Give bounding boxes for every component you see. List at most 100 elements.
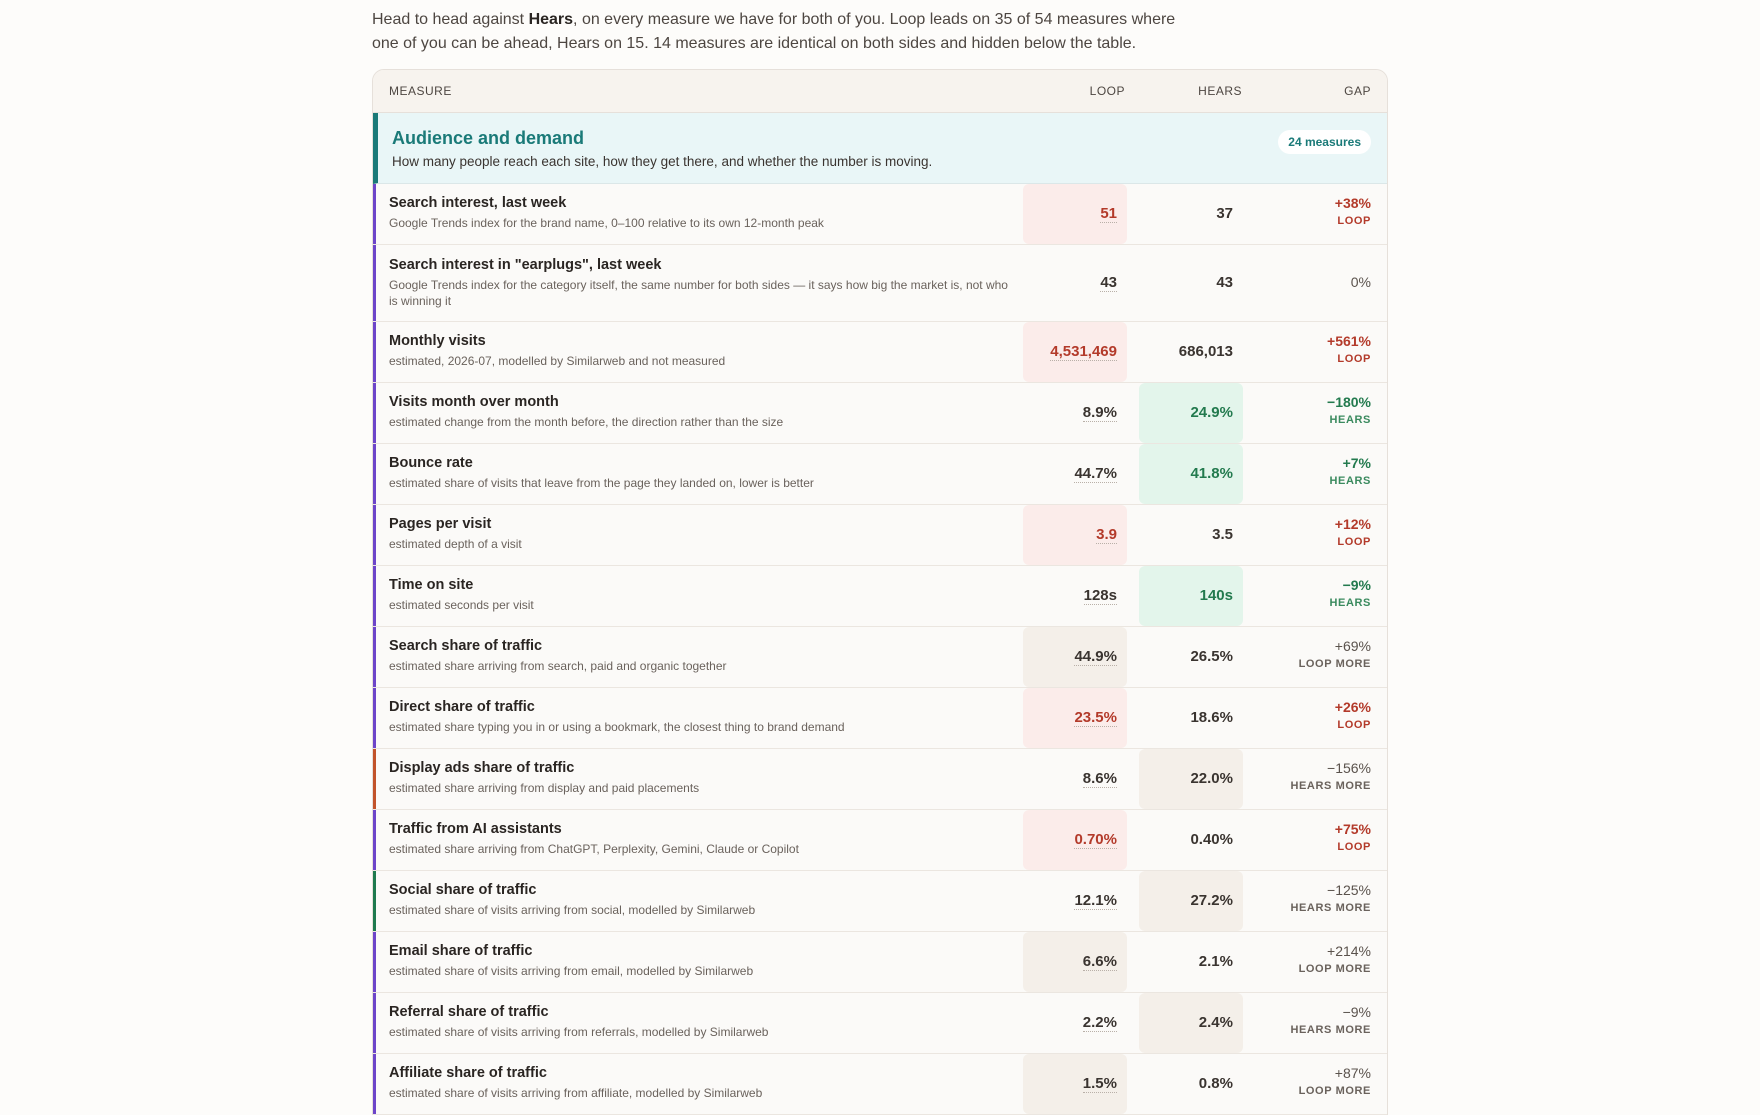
measure-description: estimated share arriving from ChatGPT, P…: [389, 842, 799, 856]
header-measure[interactable]: MEASURE: [389, 84, 452, 98]
measure-description: estimated share typing you in or using a…: [389, 720, 845, 734]
loop-value: 44.9%: [1074, 648, 1117, 666]
gap-leader-label: HEARS: [1329, 475, 1371, 487]
intro-post: , on every measure we have for both of y…: [372, 11, 1176, 52]
loop-value: 23.5%: [1074, 709, 1117, 727]
table-row[interactable]: Social share of traffic estimated share o…: [373, 871, 1387, 932]
table-row[interactable]: Referral share of traffic estimated share…: [373, 993, 1387, 1054]
loop-value: 8.6%: [1082, 770, 1117, 788]
gap-leader-label: LOOP MORE: [1298, 1085, 1371, 1097]
table-header: MEASURE LOOP HEARS GAP: [373, 70, 1387, 113]
group-description: How many people reach each site, how the…: [392, 154, 933, 169]
table-row[interactable]: Direct share of traffic estimated share t…: [373, 688, 1387, 749]
competitor-name: Hears: [528, 11, 574, 28]
measure-label: Search share of traffic: [389, 638, 543, 654]
gap-leader-label: HEARS MORE: [1290, 780, 1371, 792]
loop-value-cell: 4,531,469: [1023, 322, 1127, 382]
hears-value-cell: 0.40%: [1139, 810, 1243, 870]
hears-value: 24.9%: [1190, 404, 1233, 421]
loop-value: 2.2%: [1082, 1014, 1117, 1032]
hears-value-cell: 43: [1139, 245, 1243, 321]
loop-value: 1.5%: [1082, 1075, 1117, 1093]
row-indicator-bar: [373, 505, 376, 565]
measure-description: estimated depth of a visit: [389, 537, 522, 551]
row-indicator-bar: [373, 932, 376, 992]
header-hears[interactable]: HEARS: [1198, 84, 1242, 98]
row-indicator-bar: [373, 688, 376, 748]
measure-description: estimated share arriving from display an…: [389, 781, 700, 795]
row-indicator-bar: [373, 184, 376, 244]
hears-value-cell: 140s: [1139, 566, 1243, 626]
row-indicator-bar: [373, 749, 376, 809]
loop-value: 4,531,469: [1050, 343, 1117, 361]
gap-value: +75%: [1334, 821, 1371, 837]
hears-value: 27.2%: [1190, 892, 1233, 909]
row-indicator-bar: [373, 444, 376, 504]
hears-value: 22.0%: [1190, 770, 1233, 787]
table-row[interactable]: Visits month over month estimated change …: [373, 383, 1387, 444]
gap-value: +561%: [1327, 333, 1371, 349]
measure-label: Referral share of traffic: [389, 1004, 549, 1020]
gap-value: −156%: [1327, 760, 1371, 776]
loop-value: 43: [1100, 274, 1117, 292]
measure-label: Affiliate share of traffic: [389, 1065, 547, 1081]
loop-value: 128s: [1083, 587, 1117, 605]
table-row[interactable]: Display ads share of traffic estimated sh…: [373, 749, 1387, 810]
hears-value-cell: 27.2%: [1139, 871, 1243, 931]
loop-value-cell: 8.9%: [1023, 383, 1127, 443]
header-gap[interactable]: GAP: [1344, 84, 1371, 98]
row-indicator-bar: [373, 245, 376, 321]
hears-value-cell: 2.1%: [1139, 932, 1243, 992]
gap-leader-label: HEARS MORE: [1290, 902, 1371, 914]
loop-value: 44.7%: [1074, 465, 1117, 483]
comparison-table: MEASURE LOOP HEARS GAP Audience and dema…: [372, 69, 1388, 1115]
hears-value-cell: 41.8%: [1139, 444, 1243, 504]
header-loop[interactable]: LOOP: [1089, 84, 1125, 98]
row-indicator-bar: [373, 993, 376, 1053]
table-row[interactable]: Pages per visit estimated depth of a visi…: [373, 505, 1387, 566]
table-row[interactable]: Monthly visits estimated, 2026-07, modell…: [373, 322, 1387, 383]
loop-value-cell: 0.70%: [1023, 810, 1127, 870]
hears-value-cell: 24.9%: [1139, 383, 1243, 443]
gap-value: +214%: [1327, 943, 1371, 959]
measure-label: Traffic from AI assistants: [389, 821, 562, 837]
table-row[interactable]: Search share of traffic estimated share a…: [373, 627, 1387, 688]
loop-value: 12.1%: [1074, 892, 1117, 910]
measure-description: estimated share of visits arriving from …: [389, 964, 754, 978]
table-row[interactable]: Email share of traffic estimated share of…: [373, 932, 1387, 993]
hears-value: 140s: [1199, 587, 1233, 604]
group-count-badge: 24 measures: [1278, 130, 1371, 154]
gap-value: −180%: [1327, 394, 1371, 410]
row-indicator-bar: [373, 322, 376, 382]
group-audience-and-demand[interactable]: Audience and demand How many people reac…: [373, 113, 1387, 184]
group-title: Audience and demand: [392, 128, 585, 148]
hears-value: 43: [1216, 274, 1233, 291]
gap-value: +69%: [1334, 638, 1371, 654]
loop-value: 8.9%: [1082, 404, 1117, 422]
loop-value-cell: 3.9: [1023, 505, 1127, 565]
row-indicator-bar: [373, 627, 376, 687]
loop-value-cell: 44.9%: [1023, 627, 1127, 687]
measure-description: estimated share of visits arriving from …: [389, 1025, 769, 1039]
hears-value: 2.1%: [1198, 953, 1233, 970]
measure-description: Google Trends index for the brand name, …: [389, 216, 824, 230]
row-indicator-bar: [373, 810, 376, 870]
measure-label: Display ads share of traffic: [389, 760, 575, 776]
gap-leader-label: LOOP: [1337, 719, 1371, 731]
table-row[interactable]: Traffic from AI assistants estimated shar…: [373, 810, 1387, 871]
table-row[interactable]: Time on site estimated seconds per visit 1…: [373, 566, 1387, 627]
table-body: Search interest, last week Google Trends …: [373, 184, 1387, 1115]
hears-value-cell: 22.0%: [1139, 749, 1243, 809]
gap-value: +7%: [1342, 455, 1371, 471]
gap-leader-label: HEARS MORE: [1290, 1024, 1371, 1036]
measure-label: Social share of traffic: [389, 882, 537, 898]
gap-value: +87%: [1334, 1065, 1371, 1081]
table-row[interactable]: Search interest, last week Google Trends …: [373, 184, 1387, 245]
table-row[interactable]: Affiliate share of traffic estimated shar…: [373, 1054, 1387, 1115]
table-row[interactable]: Search interest in "earplugs", last week…: [373, 245, 1387, 322]
hears-value-cell: 3.5: [1139, 505, 1243, 565]
loop-value-cell: 128s: [1023, 566, 1127, 626]
gap-value: −9%: [1342, 577, 1371, 593]
table-row[interactable]: Bounce rate estimated share of visits tha…: [373, 444, 1387, 505]
hears-value: 18.6%: [1190, 709, 1233, 726]
